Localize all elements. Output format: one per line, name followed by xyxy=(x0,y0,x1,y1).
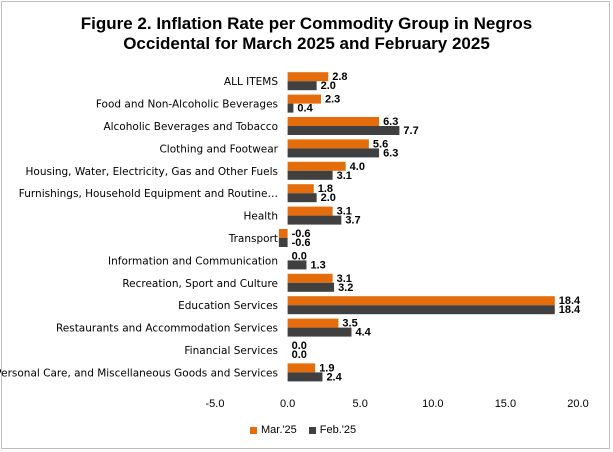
category-label: Transport xyxy=(228,233,278,245)
bar-mar xyxy=(287,117,380,126)
bar-mar xyxy=(287,184,314,194)
x-tick-label: 20.0 xyxy=(567,398,588,410)
bar-feb xyxy=(287,260,307,270)
data-label-mar: 1.8 xyxy=(318,183,333,195)
data-label-mar: 3.5 xyxy=(342,318,357,330)
bar-feb xyxy=(278,238,288,247)
bar-mar xyxy=(287,72,329,82)
category-label: Financial Services xyxy=(184,345,278,357)
bar-mar xyxy=(287,363,316,373)
category-label: Information and Communication xyxy=(108,255,278,267)
category-label: Recreation, Sport and Culture xyxy=(122,278,278,290)
data-label-feb: 0.4 xyxy=(297,103,313,115)
bar-feb xyxy=(287,215,342,225)
data-label-feb: 3.1 xyxy=(337,170,352,182)
data-label-feb: 6.3 xyxy=(383,147,398,159)
bar-mar xyxy=(287,296,555,306)
data-label-mar: 5.6 xyxy=(373,138,388,150)
category-label: Personal Care, and Miscellaneous Goods a… xyxy=(0,367,278,379)
data-label-feb: 1.3 xyxy=(310,259,325,271)
data-label-feb: 18.4 xyxy=(559,304,581,316)
x-tick-label: 0.0 xyxy=(280,398,295,410)
data-label-feb: -0.6 xyxy=(292,237,311,249)
data-label-mar: 18.4 xyxy=(559,295,581,307)
data-label-feb: 2.4 xyxy=(326,371,342,383)
bar-feb xyxy=(287,103,294,113)
data-label-mar: -0.6 xyxy=(292,228,311,240)
data-label-feb: 2.0 xyxy=(321,80,336,92)
legend-label-mar: Mar.'25 xyxy=(261,424,297,436)
x-tick-label: 15.0 xyxy=(495,398,516,410)
data-label-mar: 6.3 xyxy=(383,116,398,128)
x-tick-label: 10.0 xyxy=(422,398,443,410)
data-label-feb: 4.4 xyxy=(355,327,371,339)
legend-item-mar: Mar.'25 xyxy=(250,424,297,436)
data-label-mar: 1.9 xyxy=(319,362,334,374)
category-label: Education Services xyxy=(178,300,278,312)
category-label: ALL ITEMS xyxy=(224,76,278,88)
bar-feb xyxy=(287,193,317,203)
bar-mar xyxy=(287,206,333,216)
bar-feb xyxy=(287,305,555,315)
category-label: Alcoholic Beverages and Tobacco xyxy=(103,121,278,133)
chart-title-line-1: Figure 2. Inflation Rate per Commodity G… xyxy=(80,14,533,33)
legend-label-feb: Feb.'25 xyxy=(319,424,357,436)
x-tick-label: 5.0 xyxy=(353,398,368,410)
bar-mar xyxy=(278,229,288,238)
chart-title-line-2: Occidental for March 2025 and February 2… xyxy=(123,34,490,53)
data-label-feb: 3.7 xyxy=(345,215,360,227)
bar-feb xyxy=(287,372,323,382)
category-label: Health xyxy=(244,211,278,223)
data-label-mar: 3.1 xyxy=(337,273,352,285)
bar-feb xyxy=(287,81,317,91)
data-label-feb: 2.0 xyxy=(321,192,336,204)
legend-item-feb: Feb.'25 xyxy=(308,424,357,436)
bar-mar xyxy=(287,161,346,171)
data-label-mar: 4.0 xyxy=(350,161,365,173)
category-label: Restaurants and Accommodation Services xyxy=(56,323,278,335)
data-label-mar: 0.0 xyxy=(292,250,307,262)
bar-mar xyxy=(287,273,333,283)
data-label-feb: 0.0 xyxy=(292,349,307,361)
bar-feb xyxy=(287,170,333,180)
category-label: Housing, Water, Electricity, Gas and Oth… xyxy=(26,166,279,178)
bar-feb xyxy=(287,126,400,135)
bar-mar xyxy=(287,94,321,104)
category-label: Clothing and Footwear xyxy=(159,143,278,155)
x-tick-label: -5.0 xyxy=(206,398,225,410)
data-label-mar: 2.3 xyxy=(325,94,340,106)
legend: Mar.'25 Feb.'25 xyxy=(250,424,356,436)
data-label-feb: 3.2 xyxy=(338,282,353,294)
data-label-mar: 3.1 xyxy=(337,206,352,218)
chart-title: Figure 2. Inflation Rate per Commodity G… xyxy=(0,14,613,54)
bar-feb xyxy=(287,327,352,337)
bar-feb xyxy=(287,282,335,292)
legend-swatch-mar xyxy=(250,426,257,434)
category-label: Furnishings, Household Equipment and Rou… xyxy=(19,188,278,200)
data-label-mar: 0.0 xyxy=(292,340,307,352)
legend-swatch-feb xyxy=(308,426,316,434)
data-label-mar: 2.8 xyxy=(332,71,347,83)
bar-mar xyxy=(287,318,339,328)
bar-feb xyxy=(287,148,380,158)
bar-mar xyxy=(287,139,369,149)
category-label: Food and Non-Alcoholic Beverages xyxy=(96,99,278,111)
data-label-feb: 7.7 xyxy=(403,125,418,137)
